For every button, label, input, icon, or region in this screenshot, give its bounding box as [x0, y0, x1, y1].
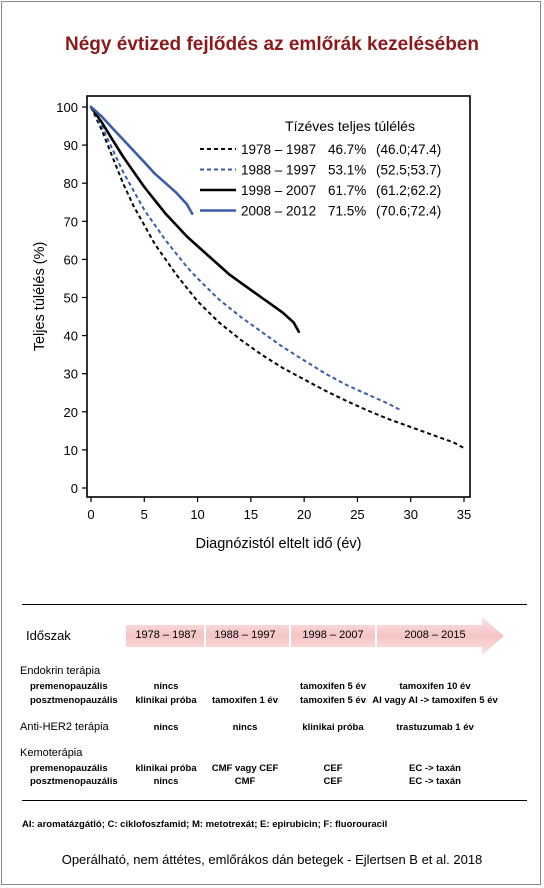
y-axis-label: Teljes túlélés (%) — [32, 242, 48, 352]
table-cell: nincs — [153, 776, 179, 787]
page-title: Négy évtized fejlődés az emlőrák kezelés… — [65, 34, 479, 55]
section-label: Endokrin terápia — [20, 665, 101, 677]
table-cell: tamoxifen 10 év — [399, 681, 471, 692]
x-tick-label: 10 — [190, 507, 204, 522]
y-tick-label: 40 — [64, 329, 78, 344]
y-tick-label: 20 — [64, 405, 78, 420]
table-cell: tamoxifen 5 év — [300, 695, 366, 706]
table-cell: nincs — [153, 681, 179, 692]
table-cell: CMF — [234, 776, 256, 787]
y-tick-label: 0 — [71, 481, 78, 496]
x-tick-label: 0 — [87, 507, 94, 522]
table-cell: trastuzumab 1 év — [396, 722, 474, 733]
row-label: posztmenopauzális — [30, 695, 118, 706]
legend-entry-pct: 71.5% — [328, 204, 366, 219]
table-cell: tamoxifen 5 év — [300, 681, 366, 692]
x-tick-label: 5 — [141, 507, 148, 522]
period-arrow — [126, 617, 504, 655]
y-tick-label: 90 — [64, 138, 78, 153]
chart-legend: Tízéves teljes túlélés 1978 – 1987 46.7% (4… — [200, 118, 441, 219]
series-line-3 — [89, 105, 301, 334]
table-cell: klinikai próba — [135, 763, 197, 774]
y-tick-label: 10 — [64, 443, 78, 458]
series-line-1 — [90, 106, 465, 449]
y-tick-label: 80 — [64, 176, 78, 191]
legend-entry-pct: 53.1% — [328, 163, 366, 178]
y-tick-label: 50 — [64, 291, 78, 306]
table-cell: EC -> taxán — [408, 776, 461, 787]
y-tick-label: 30 — [64, 367, 78, 382]
chart-axes: Diagnózistól eltelt idő (év) Teljes túlél… — [32, 95, 471, 552]
table-cell: AI vagy AI -> tamoxifen 5 év — [372, 695, 498, 706]
x-tick-label: 20 — [297, 507, 311, 522]
legend-entry-pct: 61.7% — [328, 183, 366, 198]
series-line-4 — [89, 105, 194, 215]
period-label: 1998 – 2007 — [302, 629, 364, 641]
y-tick-label: 60 — [64, 252, 78, 267]
legend-title: Tízéves teljes túlélés — [285, 118, 415, 134]
legend-entry-ci: (70.6;72.4) — [376, 204, 441, 219]
legend-entry-ci: (52.5;53.7) — [376, 163, 441, 178]
x-tick-label: 30 — [403, 507, 417, 522]
x-tick-label: 35 — [457, 507, 471, 522]
period-label: 1978 – 1987 — [135, 629, 197, 641]
legend-entry-pct: 46.7% — [328, 142, 366, 157]
row-label: premenopauzális — [30, 681, 108, 692]
table-cell: nincs — [153, 722, 179, 733]
table-cell: nincs — [232, 722, 258, 733]
table-cell: klinikai próba — [135, 695, 197, 706]
legend-entry-name: 1978 – 1987 — [241, 142, 316, 157]
table-cell: CEF — [323, 763, 343, 774]
legend-entry-ci: (61.2;62.2) — [376, 183, 441, 198]
table-cell: CEF — [323, 776, 343, 787]
section-label: Kemoterápia — [20, 747, 83, 759]
survival-chart: Diagnózistól eltelt idő (év) Teljes túlél… — [32, 95, 471, 552]
table-cell: CMF vagy CEF — [211, 763, 279, 774]
y-tick-label: 70 — [64, 214, 78, 229]
chart-ticks: 0 5 10 15 20 25 30 35 0 10 20 30 40 50 60 70 80 90 100 — [56, 100, 471, 522]
x-tick-label: 25 — [350, 507, 364, 522]
row-label: premenopauzális — [30, 763, 108, 774]
period-label: 2008 – 2015 — [404, 629, 466, 641]
table-cell: tamoxifen 1 év — [212, 695, 278, 706]
row-label: posztmenopauzális — [30, 776, 118, 787]
chart-series — [89, 105, 465, 449]
table-cell: klinikai próba — [302, 722, 364, 733]
section-label: Anti-HER2 terápia — [20, 721, 109, 733]
abbreviations-note: AI: aromatázgátló; C: ciklofoszfamid; M:… — [22, 819, 388, 830]
series-line-2 — [90, 106, 401, 411]
period-label: 1988 – 1997 — [214, 629, 276, 641]
x-tick-label: 15 — [244, 507, 258, 522]
legend-entry-name: 1988 – 1997 — [241, 163, 316, 178]
legend-entry-name: 1998 – 2007 — [241, 183, 316, 198]
plot-border — [86, 95, 471, 498]
source-note: Operálható, nem áttétes, emlőrákos dán b… — [61, 852, 483, 867]
period-header-label: Időszak — [26, 628, 71, 643]
table-cell: EC -> taxán — [408, 763, 461, 774]
x-axis-label: Diagnózistól eltelt idő (év) — [195, 536, 361, 552]
y-tick-label: 100 — [56, 100, 78, 115]
legend-entry-ci: (46.0;47.4) — [376, 142, 441, 157]
table-bottom-rule — [22, 800, 527, 801]
legend-entry-name: 2008 – 2012 — [241, 204, 316, 219]
table-top-rule — [22, 604, 527, 605]
